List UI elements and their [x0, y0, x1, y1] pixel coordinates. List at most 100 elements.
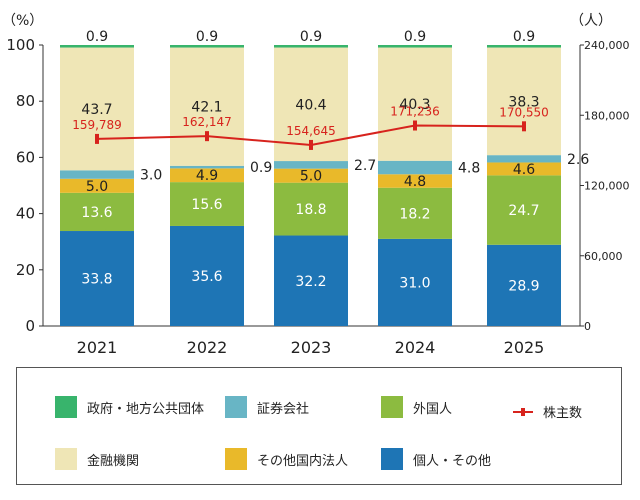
legend-label-domestic-corp: その他国内法人 [257, 453, 349, 469]
right-axis-unit: （人） [570, 13, 612, 29]
bar-segment [487, 162, 561, 176]
bar-segment [60, 231, 134, 326]
data-label: 0.9 [250, 160, 272, 176]
data-label: 42.1 [191, 100, 222, 116]
legend-item-government: 政府・地方公共団体 [55, 396, 204, 418]
data-label: 2.7 [354, 158, 376, 174]
shareholder-label: 162,147 [182, 115, 232, 129]
legend-line-shareholders [513, 407, 533, 416]
left-tick-label: 100 [6, 36, 35, 54]
data-label: 4.9 [196, 168, 218, 184]
legend-item-domestic-corp: その他国内法人 [225, 448, 348, 470]
legend-swatch-foreign [381, 396, 403, 418]
legend-swatch-individual [381, 448, 403, 470]
x-tick-label: 2023 [291, 338, 332, 357]
bar-segment [274, 182, 348, 236]
left-tick-label: 60 [16, 148, 35, 166]
legend-swatch-government [55, 396, 77, 418]
legend-item-individual: 個人・その他 [381, 448, 491, 470]
data-label: 13.6 [81, 205, 112, 221]
data-label: 43.7 [81, 102, 112, 118]
bar-segment [378, 238, 452, 326]
legend-label-foreign: 外国人 [413, 401, 453, 417]
data-label: 40.3 [399, 97, 430, 113]
shareholder-label: 154,645 [286, 124, 336, 138]
bar-segment [378, 45, 452, 48]
x-tick-label: 2021 [77, 338, 118, 357]
data-label: 24.7 [508, 203, 539, 219]
left-tick-label: 20 [16, 261, 35, 279]
legend-label-shareholders: 株主数 [543, 406, 583, 421]
legend-swatch-securities [225, 396, 247, 418]
legend-swatch-domestic-corp [225, 448, 247, 470]
legend-label-financial: 金融機関 [87, 453, 140, 469]
data-label: 4.8 [458, 161, 480, 177]
bar-segment [170, 45, 244, 48]
bar-segment [378, 47, 452, 161]
data-label: 33.8 [81, 272, 112, 288]
bar-segment [170, 165, 244, 169]
data-label: 0.9 [513, 29, 535, 45]
data-label: 0.9 [196, 29, 218, 45]
bar-segment [487, 244, 561, 326]
bar-segment [274, 235, 348, 326]
stacked-bar-chart: 0 20 40 60 80 100 0 60,000 120,000 180,000 240,000… [2, 13, 630, 357]
x-tick-label: 2025 [504, 338, 545, 357]
bar-segment [60, 170, 134, 179]
left-tick-label: 80 [16, 92, 35, 110]
bar-segment [378, 174, 452, 188]
data-label: 18.8 [295, 202, 326, 218]
legend: 政府・地方公共団体 証券会社 外国人 株主数 金融機関 その他国内法人 個人・そ… [16, 367, 622, 485]
bar-segment [274, 45, 348, 48]
shareholder-label: 170,550 [499, 105, 549, 119]
bar-segment [487, 155, 561, 163]
legend-swatch-financial [55, 448, 77, 470]
left-tick-label: 0 [25, 317, 35, 335]
bar-segment [274, 161, 348, 169]
legend-label-securities: 証券会社 [257, 401, 310, 417]
x-tick-label: 2024 [395, 338, 436, 357]
x-tick-label: 2022 [187, 338, 228, 357]
data-label: 18.2 [399, 206, 430, 222]
data-label: 32.2 [295, 274, 326, 290]
right-tick-label: 60,000 [584, 250, 623, 263]
bar-segment [170, 225, 244, 326]
bar-segment [60, 192, 134, 232]
data-label: 15.6 [191, 197, 222, 213]
shareholder-point [309, 139, 313, 150]
data-label: 0.9 [404, 29, 426, 45]
bar-segment [274, 168, 348, 183]
shareholder-point [522, 121, 526, 132]
data-label: 0.9 [86, 29, 108, 45]
right-tick-label: 180,000 [584, 109, 630, 122]
bar-segment [60, 178, 134, 193]
data-label: 38.3 [508, 94, 539, 110]
legend-item-shareholders: 株主数 [513, 402, 582, 421]
bar-segment [487, 175, 561, 245]
right-tick-label: 240,000 [584, 39, 630, 52]
data-label: 5.0 [86, 179, 108, 195]
legend-label-individual: 個人・その他 [413, 453, 492, 469]
bar-segment [60, 45, 134, 48]
data-label: 3.0 [140, 168, 162, 184]
data-label: 5.0 [300, 169, 322, 185]
shareholder-point [205, 131, 209, 142]
left-tick-label: 40 [16, 205, 35, 223]
bar-segment [170, 47, 244, 166]
shareholder-label: 159,789 [72, 118, 122, 132]
bar-segment [170, 182, 244, 226]
bar-segment [487, 47, 561, 156]
bar-segment [487, 45, 561, 48]
legend-label-government: 政府・地方公共団体 [87, 401, 205, 417]
legend-item-foreign: 外国人 [381, 396, 452, 418]
data-label: 4.8 [404, 174, 426, 190]
data-label: 40.4 [295, 97, 326, 113]
data-label: 35.6 [191, 269, 222, 285]
shareholder-point [95, 133, 99, 144]
legend-item-securities: 証券会社 [225, 396, 309, 418]
legend-item-financial: 金融機関 [55, 448, 139, 470]
data-label: 0.9 [300, 29, 322, 45]
data-label: 31.0 [399, 275, 430, 291]
shareholder-point [413, 120, 417, 131]
bar-segment [378, 187, 452, 239]
